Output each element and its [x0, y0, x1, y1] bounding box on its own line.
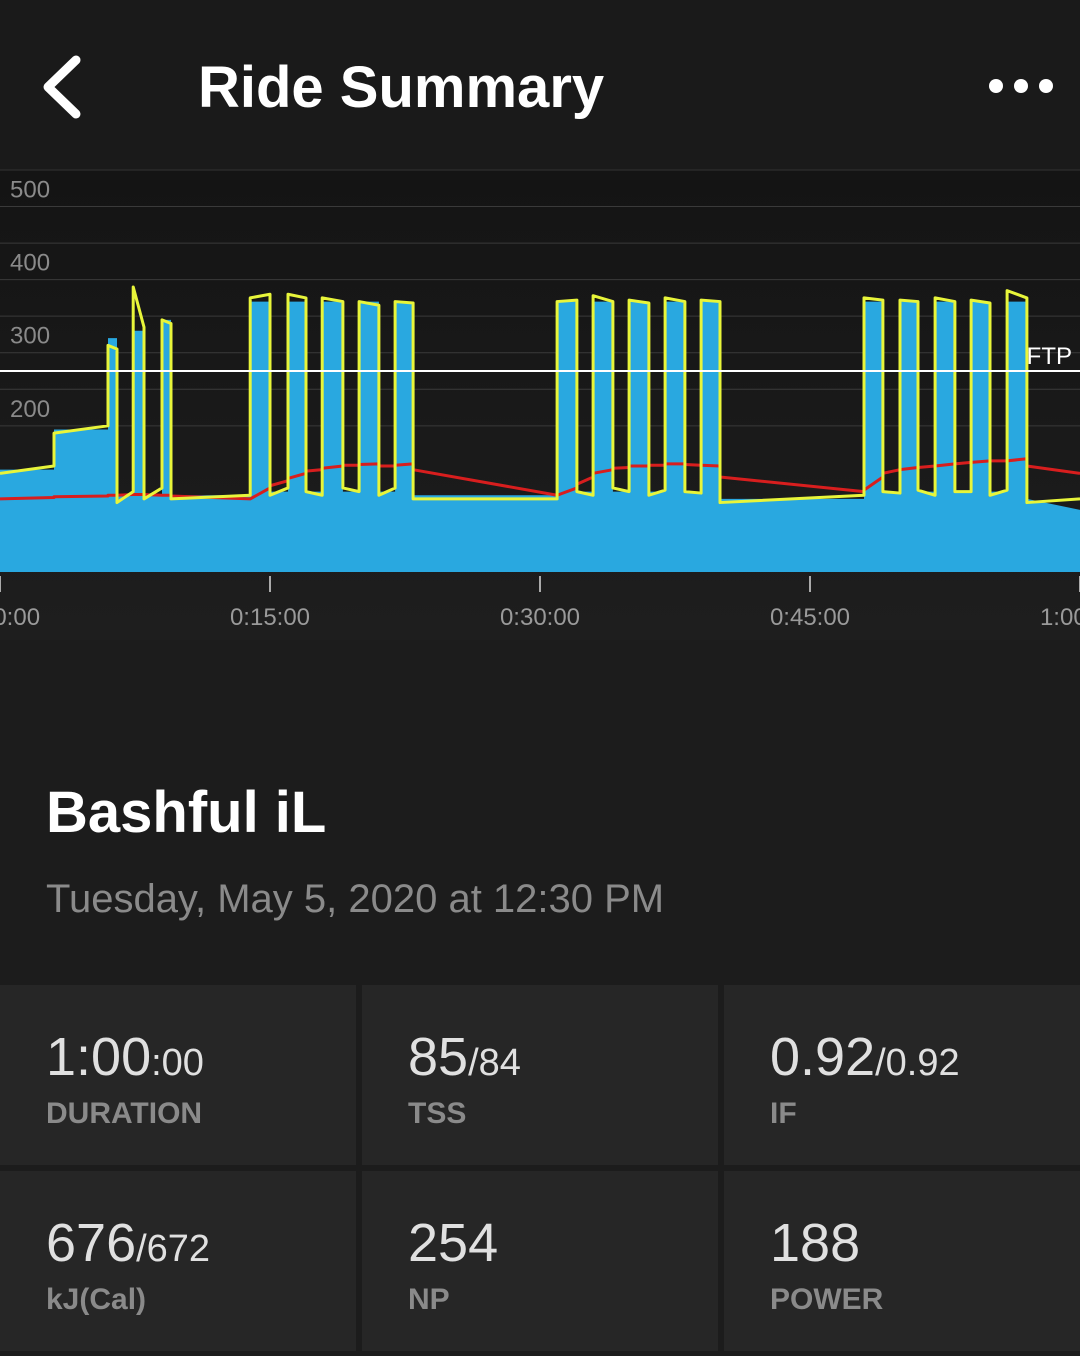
stat-tile [0, 985, 356, 1165]
x-tick-label: 0:30:00 [500, 604, 580, 631]
stat-label: POWER [770, 1283, 884, 1316]
stat-tile [362, 985, 718, 1165]
stat-main: 254 [408, 1213, 498, 1273]
stat-label: kJ(Cal) [46, 1283, 146, 1316]
stat-secondary: :00 [151, 1042, 204, 1084]
stat-value: 0.92/0.92 [770, 1027, 960, 1087]
more-menu[interactable] [989, 79, 1053, 93]
series-line [0, 285, 1080, 505]
stat-label: TSS [408, 1097, 466, 1130]
chart: 200 300 400 500 FTP 0:00:00 0:15:00 0:30:00 0:45… [0, 169, 1080, 631]
stat-label: DURATION [46, 1097, 202, 1130]
stat-value: 1:00:00 [46, 1027, 204, 1087]
stat-label: NP [408, 1283, 450, 1316]
x-tick-label: 0:15:00 [230, 604, 310, 631]
workout-date: Tuesday, May 5, 2020 at 12:30 PM [46, 877, 664, 921]
y-tick-label: 300 [10, 323, 50, 350]
workout-name: Bashful iL [46, 780, 326, 845]
stat-value: 676/672 [46, 1213, 210, 1273]
screen-title: Ride Summary [198, 55, 604, 120]
plot-area [0, 285, 1080, 572]
x-tick-label: 0:00:00 [0, 604, 40, 631]
stat-tile [724, 985, 1080, 1165]
y-tick-label: 200 [10, 396, 50, 423]
stat-tile [0, 1171, 356, 1351]
stat-main: 188 [770, 1213, 860, 1273]
app-bar [0, 0, 1080, 170]
stat-main: 1:00 [46, 1027, 151, 1087]
back-button[interactable] [43, 55, 81, 119]
stat-value: 85/84 [408, 1027, 521, 1087]
stat-tile [724, 1171, 1080, 1351]
y-tick-label: 500 [10, 177, 50, 204]
stats-grid: 1:00:00DURATION85/84TSS0.92/0.92IF676/67… [0, 985, 1080, 1351]
stat-label: IF [770, 1097, 797, 1130]
y-tick-label: 400 [10, 250, 50, 277]
stat-main: 676 [46, 1213, 136, 1273]
stat-secondary: /672 [136, 1228, 210, 1270]
stat-tile [362, 1171, 718, 1351]
stat-main: 85 [408, 1027, 468, 1087]
stat-main: 0.92 [770, 1027, 875, 1087]
stat-secondary: /84 [468, 1042, 521, 1084]
ftp-label: FTP [1027, 343, 1072, 370]
stat-secondary: /0.92 [875, 1042, 960, 1084]
stat-value: 188 [770, 1213, 860, 1273]
x-tick-label: 1:00:00 [1040, 604, 1080, 631]
x-tick-label: 0:45:00 [770, 604, 850, 631]
stat-value: 254 [408, 1213, 498, 1273]
